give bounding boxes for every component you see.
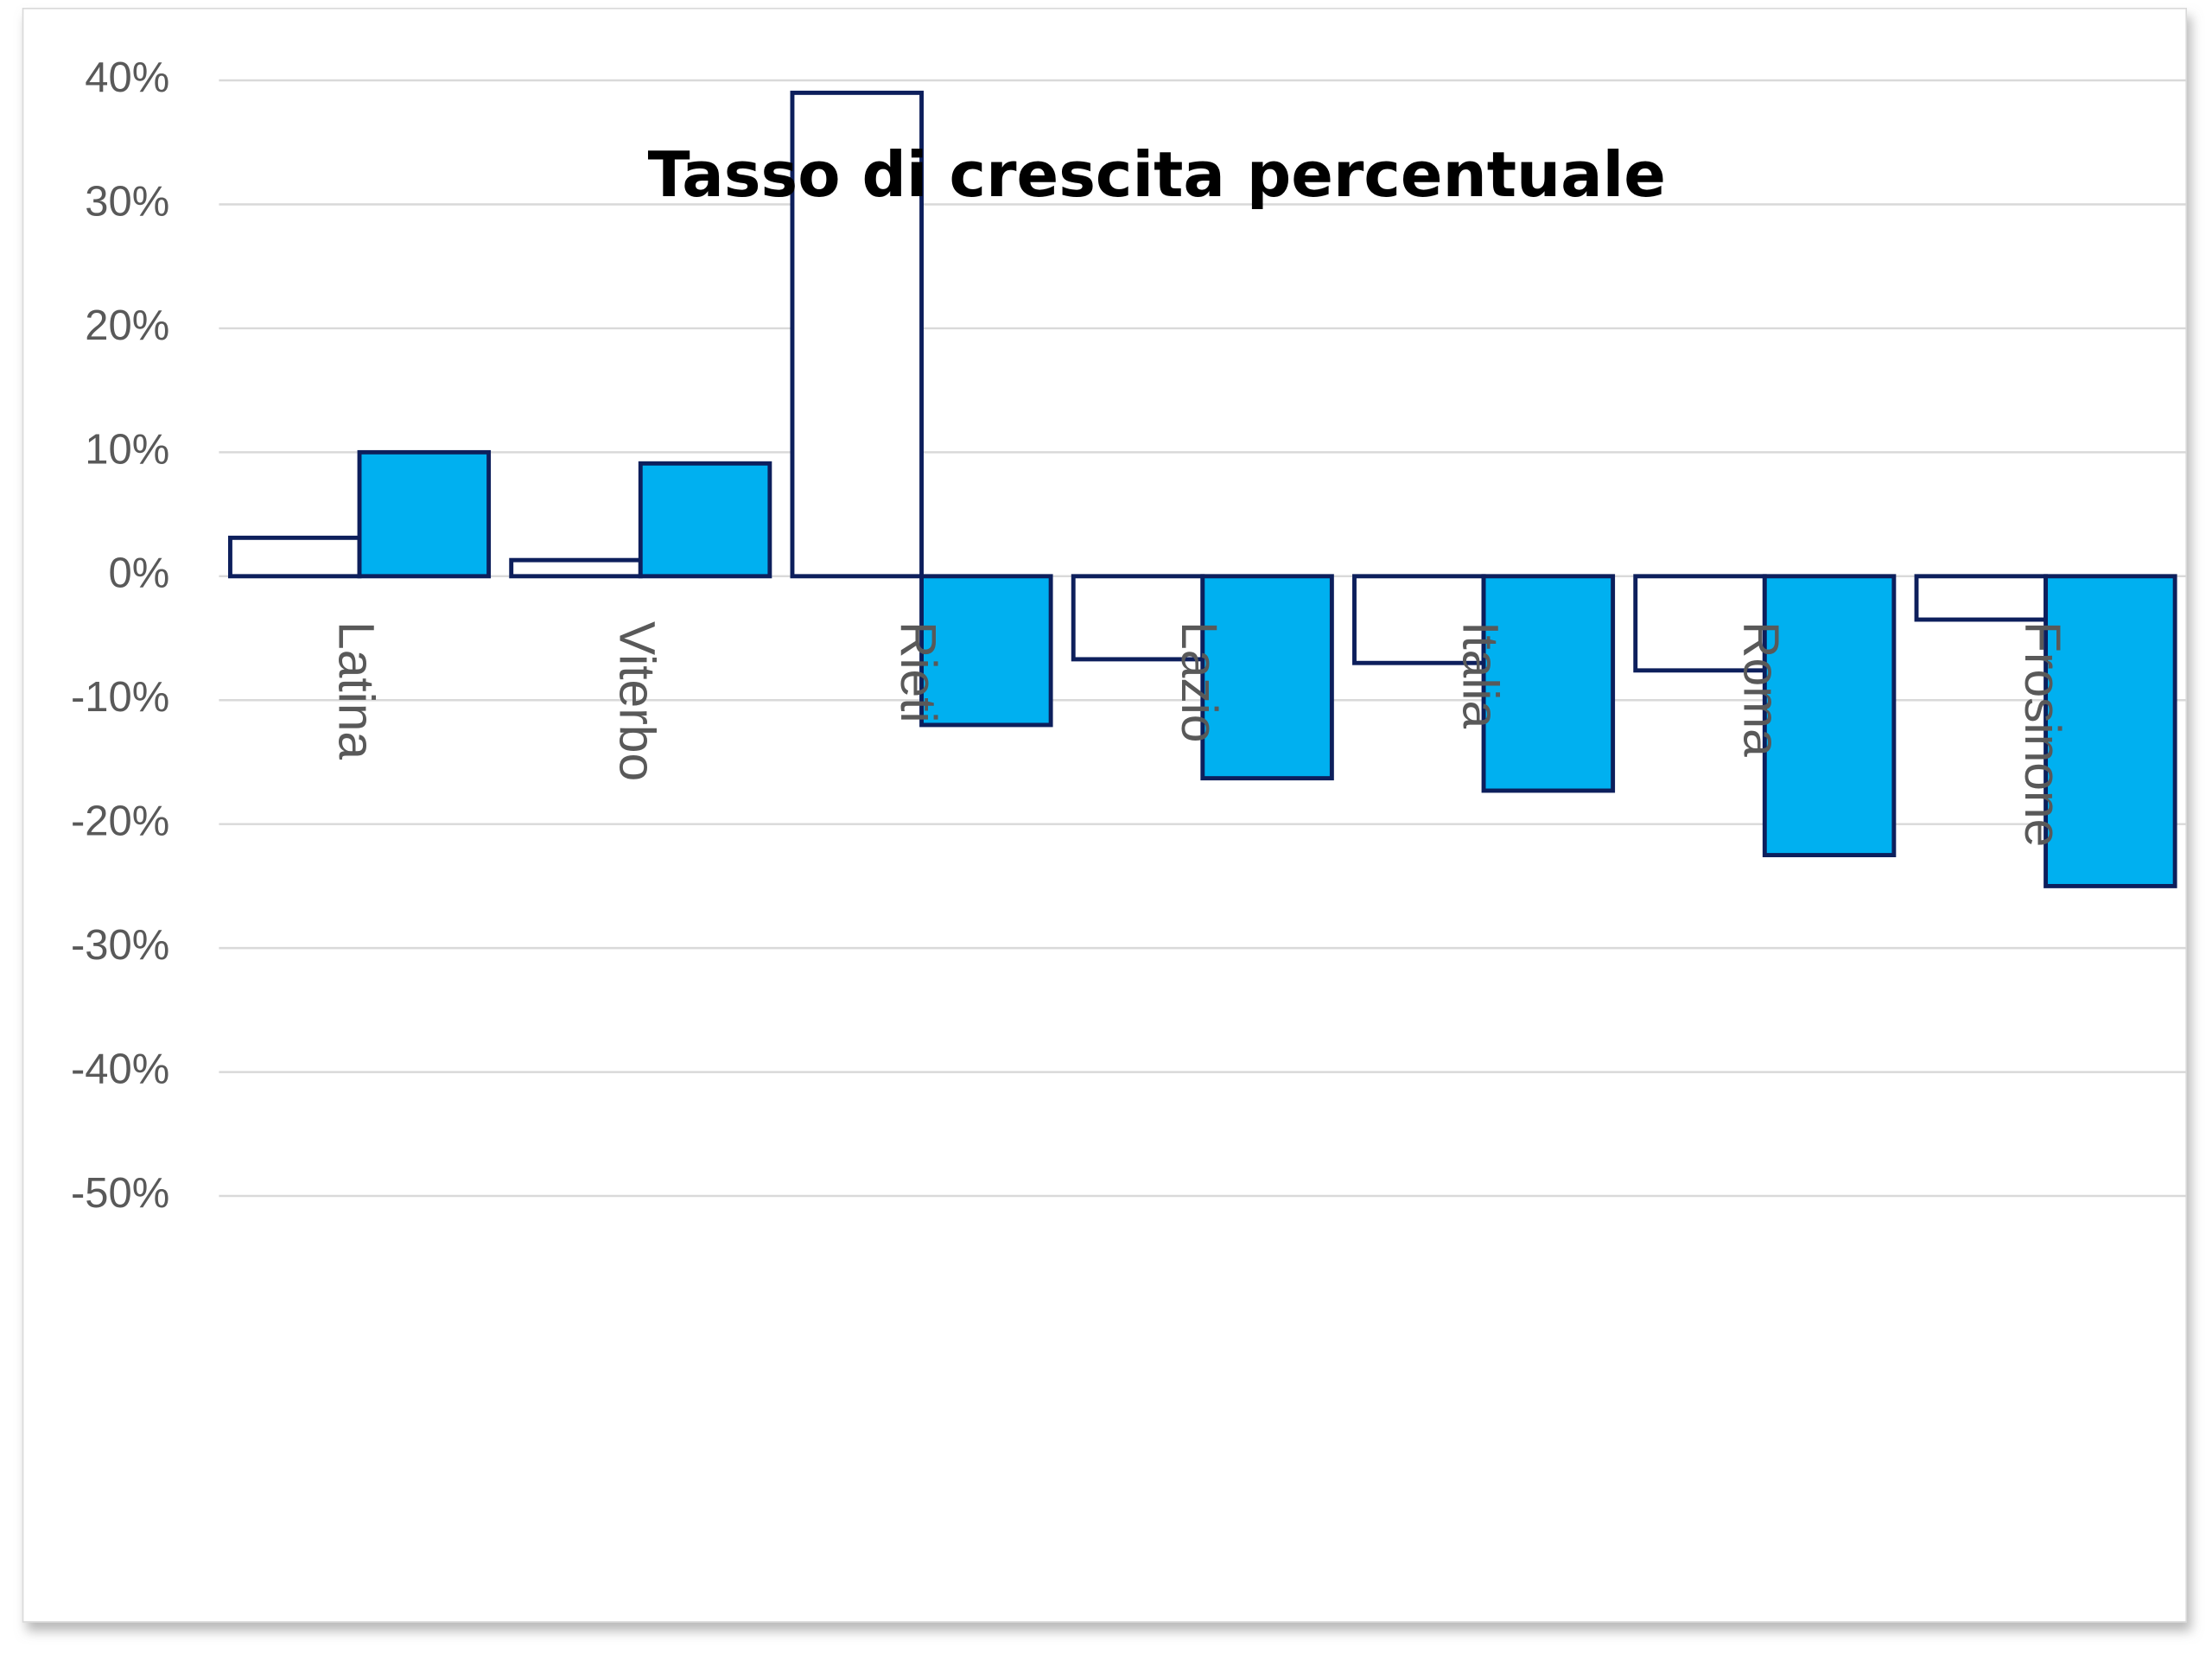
bar: [509, 557, 643, 579]
bar: [1762, 574, 1897, 858]
bar: [1914, 574, 2049, 622]
chart-title: Tasso di crescita percentuale: [648, 138, 1666, 211]
x-tick-label: Latina: [327, 621, 384, 760]
x-tick-label: Italia: [1452, 621, 1508, 728]
x-tick-label: Frosinone: [2014, 621, 2070, 847]
bar: [790, 90, 924, 579]
bar: [357, 449, 492, 579]
bar: [2044, 574, 2177, 888]
bar: [228, 535, 362, 579]
y-tick-label: -40%: [71, 1046, 169, 1093]
y-tick-label: 10%: [85, 426, 169, 473]
y-tick-label: -20%: [71, 798, 169, 845]
bar: [1071, 574, 1205, 662]
x-tick-label: Roma: [1733, 621, 1789, 757]
y-tick-label: 0%: [109, 550, 170, 597]
y-tick-label: 20%: [85, 302, 169, 349]
bar: [1633, 574, 1767, 673]
x-tick-label: Rieti: [890, 621, 946, 723]
labels: 40% 30% 20% 10% 0% -10% -20% -30% -40% -50% Latina…: [71, 54, 2070, 1217]
bar: [1481, 574, 1616, 793]
bar: [919, 574, 1053, 728]
y-tick-label: -30%: [71, 922, 169, 969]
bar: [1200, 574, 1334, 781]
y-tick-label: -10%: [71, 674, 169, 721]
bar: [638, 461, 772, 579]
x-tick-label: Lazio: [1171, 621, 1227, 742]
y-tick-label: 40%: [85, 54, 169, 101]
bars: [228, 90, 2177, 888]
bar: [1352, 574, 1486, 665]
y-tick-label: 30%: [85, 178, 169, 225]
x-tick-label: Viterbo: [609, 621, 665, 781]
y-tick-label: -50%: [71, 1170, 169, 1217]
